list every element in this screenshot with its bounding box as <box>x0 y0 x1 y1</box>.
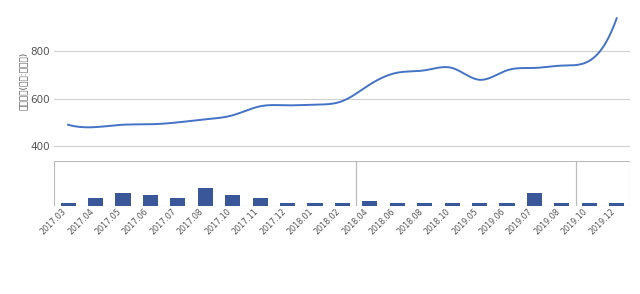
Bar <box>527 193 542 206</box>
Bar <box>88 198 103 206</box>
Bar <box>582 203 597 206</box>
Bar <box>253 198 268 206</box>
Bar <box>390 203 404 206</box>
Y-axis label: 거래금액(단위:백만원): 거래금액(단위:백만원) <box>19 52 28 110</box>
Bar <box>356 161 575 206</box>
Bar <box>225 196 240 206</box>
Bar <box>472 203 487 206</box>
Bar <box>61 203 76 206</box>
Bar <box>143 196 158 206</box>
Bar <box>280 203 295 206</box>
Bar <box>115 193 131 206</box>
Bar <box>445 203 460 206</box>
Bar <box>170 198 186 206</box>
Bar <box>198 188 212 206</box>
Bar <box>307 203 323 206</box>
Bar <box>54 161 356 206</box>
Bar <box>499 203 515 206</box>
Bar <box>417 203 432 206</box>
Bar <box>362 201 378 206</box>
Bar <box>575 161 630 206</box>
Bar <box>609 203 624 206</box>
Bar <box>335 203 350 206</box>
Bar <box>554 203 570 206</box>
